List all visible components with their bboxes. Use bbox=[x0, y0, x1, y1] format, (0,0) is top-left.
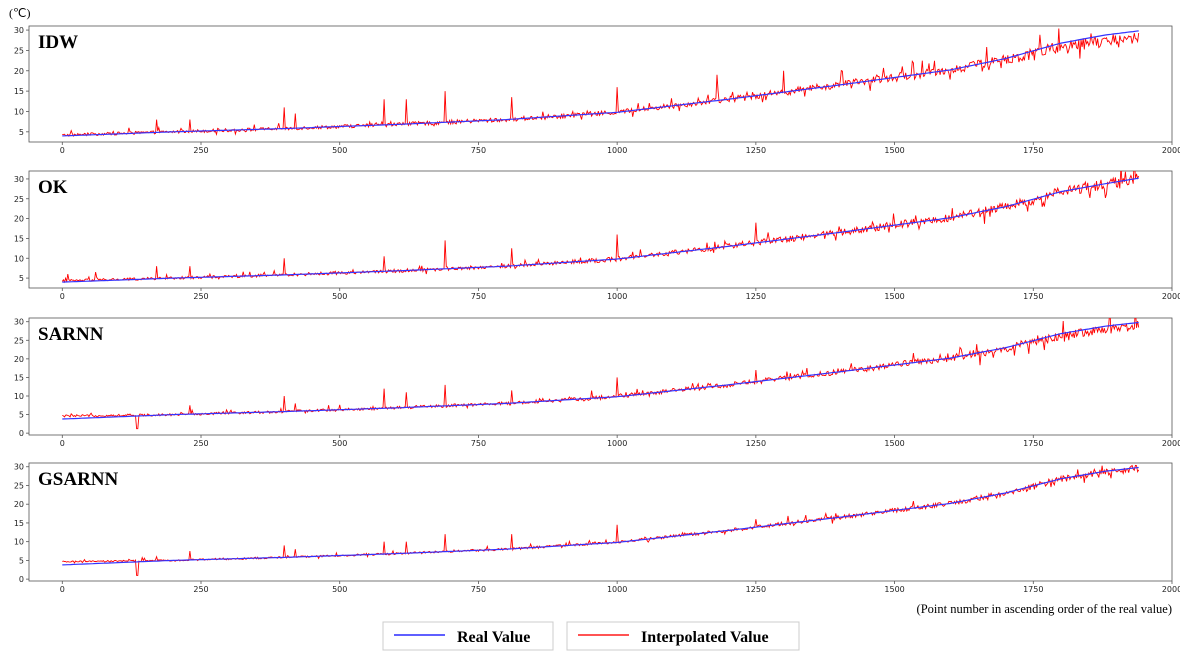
y-tick-label: 0 bbox=[19, 429, 24, 438]
x-tick-label: 1000 bbox=[607, 292, 627, 301]
y-tick-label: 20 bbox=[14, 500, 24, 509]
x-tick-label: 1500 bbox=[884, 292, 904, 301]
y-tick-label: 25 bbox=[14, 336, 24, 345]
y-tick-label: 5 bbox=[19, 411, 24, 420]
series-real bbox=[62, 466, 1139, 566]
panel-gsarnn: 0 250 500 750 1000 1250 1500 1750 2000 0 5 10 15 20 25… bbox=[14, 462, 1180, 594]
series-interpolated bbox=[61, 171, 1140, 284]
x-tick-label: 0 bbox=[60, 292, 65, 301]
x-tick-label: 500 bbox=[332, 292, 347, 301]
y-tick-label: 10 bbox=[14, 538, 24, 547]
y-tick-label: 25 bbox=[14, 481, 24, 490]
y-tick-label: 15 bbox=[14, 519, 24, 528]
panel-title: OK bbox=[38, 177, 68, 198]
x-tick-label: 1000 bbox=[607, 146, 627, 155]
axes-frame bbox=[28, 317, 1173, 436]
panels: 0 250 500 750 1000 1250 1500 1750 20005101520253… bbox=[14, 25, 1180, 594]
panel-idw: 0 250 500 750 1000 1250 1500 1750 2000 5 10 15 20 25 3… bbox=[14, 25, 1180, 155]
x-tick-label: 750 bbox=[471, 146, 486, 155]
x-tick-label: 750 bbox=[471, 439, 486, 448]
y-tick-label: 10 bbox=[14, 254, 24, 263]
y-tick-label: 15 bbox=[14, 373, 24, 382]
x-tick-label: 1250 bbox=[746, 439, 766, 448]
panel-ok: 0 250 500 750 1000 1250 1500 1750 2000 5 10 15 20 25 3… bbox=[14, 170, 1180, 301]
x-tick-label: 1000 bbox=[607, 585, 627, 594]
y-tick-label: 15 bbox=[14, 87, 24, 96]
x-tick-label: 250 bbox=[193, 585, 208, 594]
x-tick-label: 250 bbox=[193, 439, 208, 448]
series-interpolated bbox=[62, 318, 1140, 430]
series-real bbox=[62, 177, 1139, 283]
x-tick-label: 1500 bbox=[884, 585, 904, 594]
unit-label: (℃) bbox=[9, 6, 30, 20]
x-tick-label: 1500 bbox=[884, 146, 904, 155]
y-tick-label: 5 bbox=[19, 556, 24, 565]
x-tick-label: 0 bbox=[60, 585, 65, 594]
series-real bbox=[62, 321, 1139, 420]
panel-title: SARNN bbox=[38, 324, 104, 345]
x-tick-label: 2000 bbox=[1162, 292, 1180, 301]
y-tick-label: 30 bbox=[14, 318, 24, 327]
x-tick-label: 0 bbox=[60, 439, 65, 448]
legend-label-real: Real Value bbox=[457, 629, 530, 646]
x-tick-label: 1750 bbox=[1023, 292, 1043, 301]
y-tick-label: 25 bbox=[14, 195, 24, 204]
x-tick-label: 1750 bbox=[1023, 585, 1043, 594]
legend-item-real: Real Value bbox=[382, 621, 554, 651]
legend: Real Value Interpolated Value bbox=[382, 621, 800, 651]
legend-label-interpolated: Interpolated Value bbox=[641, 629, 769, 646]
legend-item-interpolated: Interpolated Value bbox=[566, 621, 800, 651]
y-tick-label: 0 bbox=[19, 575, 24, 584]
x-tick-label: 500 bbox=[332, 585, 347, 594]
x-tick-label: 1500 bbox=[884, 439, 904, 448]
panel-title: GSARNN bbox=[38, 469, 119, 490]
series-real bbox=[62, 30, 1139, 137]
x-tick-label: 1000 bbox=[607, 439, 627, 448]
legend-box-interpolated bbox=[566, 621, 800, 651]
x-tick-label: 750 bbox=[471, 292, 486, 301]
x-tick-label: 750 bbox=[471, 585, 486, 594]
x-axis-note: (Point number in ascending order of the … bbox=[917, 602, 1172, 616]
x-tick-label: 2000 bbox=[1162, 585, 1180, 594]
y-tick-label: 30 bbox=[14, 175, 24, 184]
x-tick-label: 1250 bbox=[746, 146, 766, 155]
series-interpolated bbox=[62, 28, 1140, 137]
axes-frame bbox=[28, 462, 1173, 582]
y-tick-label: 20 bbox=[14, 355, 24, 364]
y-tick-label: 15 bbox=[14, 234, 24, 243]
x-tick-label: 500 bbox=[332, 439, 347, 448]
y-tick-label: 25 bbox=[14, 46, 24, 55]
panel-sarnn: 0 250 500 750 1000 1250 1500 1750 2000 0 5 10 15 20 25… bbox=[14, 317, 1180, 448]
y-tick-label: 20 bbox=[14, 67, 24, 76]
panel-title: IDW bbox=[38, 32, 78, 53]
x-tick-label: 1750 bbox=[1023, 146, 1043, 155]
x-tick-label: 250 bbox=[193, 146, 208, 155]
x-tick-label: 1750 bbox=[1023, 439, 1043, 448]
y-tick-label: 10 bbox=[14, 107, 24, 116]
axes-frame bbox=[28, 170, 1173, 289]
y-tick-label: 10 bbox=[14, 392, 24, 401]
y-tick-label: 30 bbox=[14, 463, 24, 472]
x-tick-label: 2000 bbox=[1162, 146, 1180, 155]
y-tick-label: 5 bbox=[19, 274, 24, 283]
x-tick-label: 1250 bbox=[746, 292, 766, 301]
x-tick-label: 250 bbox=[193, 292, 208, 301]
x-tick-label: 0 bbox=[60, 146, 65, 155]
x-tick-label: 2000 bbox=[1162, 439, 1180, 448]
legend-box-real bbox=[382, 621, 554, 651]
x-tick-label: 500 bbox=[332, 146, 347, 155]
axes-frame bbox=[28, 25, 1173, 143]
y-tick-label: 30 bbox=[14, 26, 24, 35]
y-tick-label: 5 bbox=[19, 128, 24, 137]
y-tick-label: 20 bbox=[14, 215, 24, 224]
x-tick-label: 1250 bbox=[746, 585, 766, 594]
